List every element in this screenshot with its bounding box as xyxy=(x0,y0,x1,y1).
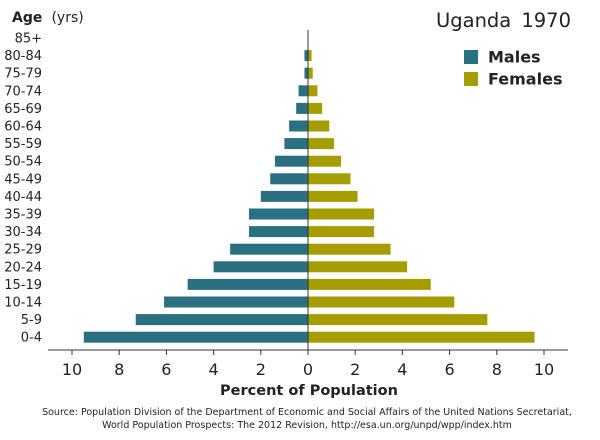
y-tick-label-45-49: 45-49 xyxy=(4,172,42,187)
x-tick-label: 10 xyxy=(534,360,554,379)
y-tick-label-5-9: 5-9 xyxy=(21,313,42,328)
y-tick-label-85+: 85+ xyxy=(15,32,42,47)
x-axis-label: Percent of Population xyxy=(220,383,398,399)
chart-title: Uganda 1970 xyxy=(436,9,571,32)
bar-males-65-69 xyxy=(296,102,308,114)
x-tick-label: 4 xyxy=(209,360,219,379)
y-tick-label-55-59: 55-59 xyxy=(4,137,42,152)
y-tick-label-40-44: 40-44 xyxy=(4,190,42,205)
bar-males-25-29 xyxy=(230,243,308,255)
bar-females-75-79 xyxy=(308,67,313,79)
bar-females-80-84 xyxy=(308,50,312,62)
legend-label-males: Males xyxy=(488,48,541,67)
legend: Males Females xyxy=(464,48,562,89)
bar-males-45-49 xyxy=(270,173,308,185)
bar-females-70-74 xyxy=(308,85,318,97)
bar-females-55-59 xyxy=(308,138,334,150)
chart-title-year: 1970 xyxy=(521,9,571,32)
y-tick-labels: 85+ 80-84 75-79 70-74 65-69 60-64 55-59 50-54 45… xyxy=(4,32,42,346)
y-tick-label-80-84: 80-84 xyxy=(4,49,42,64)
bar-males-20-24 xyxy=(213,261,308,273)
bar-males-55-59 xyxy=(284,138,308,150)
x-tick-label: 4 xyxy=(397,360,407,379)
y-tick-label-20-24: 20-24 xyxy=(4,260,42,275)
bar-females-60-64 xyxy=(308,120,330,132)
y-tick-label-50-54: 50-54 xyxy=(4,155,42,170)
y-axis-label: Age (yrs) xyxy=(12,7,84,26)
y-tick-label-0-4: 0-4 xyxy=(21,331,42,346)
x-tick-label: 8 xyxy=(114,360,124,379)
bar-females-50-54 xyxy=(308,155,342,167)
x-tick-label: 8 xyxy=(492,360,502,379)
bar-females-0-4 xyxy=(308,331,535,343)
bar-females-15-19 xyxy=(308,278,431,290)
bar-females-35-39 xyxy=(308,208,375,220)
bar-males-0-4 xyxy=(83,331,308,343)
bar-males-35-39 xyxy=(249,208,308,220)
y-tick-label-75-79: 75-79 xyxy=(4,67,42,82)
x-tick-label: 2 xyxy=(256,360,266,379)
x-tick-label: 10 xyxy=(62,360,82,379)
x-tick-label: 6 xyxy=(445,360,455,379)
source-line-2: World Population Prospects: The 2012 Rev… xyxy=(102,420,512,431)
bar-females-40-44 xyxy=(308,190,358,202)
source-line-1: Source: Population Division of the Depar… xyxy=(42,407,572,418)
bar-females-45-49 xyxy=(308,173,351,185)
y-tick-label-35-39: 35-39 xyxy=(4,208,42,223)
bars-group xyxy=(83,50,535,343)
y-axis-label-unit: (yrs) xyxy=(51,10,83,26)
bar-males-80-84 xyxy=(304,50,308,62)
x-tick-label: 0 xyxy=(303,360,313,379)
bar-males-5-9 xyxy=(135,314,308,326)
bar-males-70-74 xyxy=(298,85,308,97)
bar-males-10-14 xyxy=(164,296,308,308)
x-tick-label: 6 xyxy=(161,360,171,379)
y-tick-label-65-69: 65-69 xyxy=(4,102,42,117)
y-axis-label-text: Age xyxy=(12,10,42,26)
bar-males-40-44 xyxy=(260,190,308,202)
bar-females-30-34 xyxy=(308,226,375,238)
bar-females-65-69 xyxy=(308,102,323,114)
bar-males-60-64 xyxy=(289,120,308,132)
legend-label-females: Females xyxy=(488,70,562,89)
y-tick-label-70-74: 70-74 xyxy=(4,84,42,99)
bar-females-5-9 xyxy=(308,314,488,326)
chart-title-country: Uganda xyxy=(436,9,511,32)
y-tick-label-30-34: 30-34 xyxy=(4,225,42,240)
x-tick-label: 2 xyxy=(350,360,360,379)
y-tick-label-15-19: 15-19 xyxy=(4,278,42,293)
legend-swatch-males xyxy=(464,50,478,64)
bar-males-15-19 xyxy=(187,278,308,290)
y-tick-label-25-29: 25-29 xyxy=(4,243,42,258)
bar-males-75-79 xyxy=(304,67,308,79)
bar-males-50-54 xyxy=(274,155,308,167)
bar-females-10-14 xyxy=(308,296,455,308)
y-tick-label-60-64: 60-64 xyxy=(4,120,42,135)
bar-females-20-24 xyxy=(308,261,408,273)
legend-swatch-females xyxy=(464,72,478,86)
y-tick-label-10-14: 10-14 xyxy=(4,296,42,311)
x-tick-labels: 10 8 6 4 2 0 2 4 6 8 10 xyxy=(62,350,554,379)
bar-females-25-29 xyxy=(308,243,391,255)
bar-males-30-34 xyxy=(249,226,308,238)
